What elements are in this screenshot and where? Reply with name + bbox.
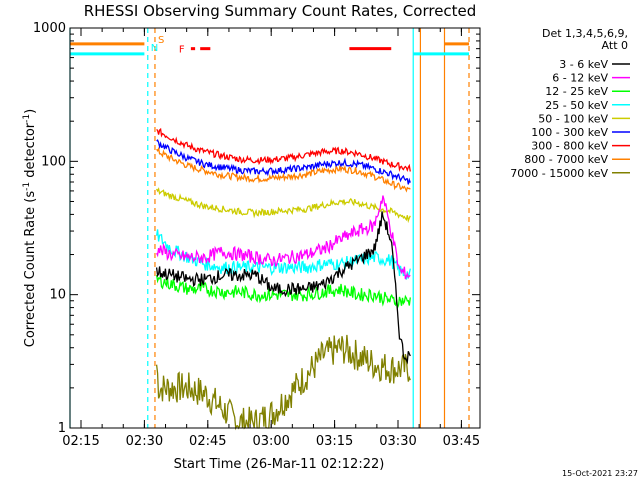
flag-label-f: F bbox=[179, 45, 185, 56]
series-line-1 bbox=[156, 195, 411, 280]
chart-timestamp: 15-Oct-2021 23:27 bbox=[562, 469, 638, 478]
y-axis-label-end: ) bbox=[23, 109, 38, 114]
series-line-2 bbox=[155, 274, 411, 310]
series-line-3 bbox=[155, 229, 411, 280]
legend-label-5: 100 - 300 keV bbox=[531, 126, 608, 139]
legend-label-6: 300 - 800 keV bbox=[531, 140, 608, 153]
mode-marker-label-s: S bbox=[158, 35, 164, 46]
legend-label-8: 7000 - 15000 keV bbox=[510, 167, 608, 180]
legend-label-3: 25 - 50 keV bbox=[545, 99, 608, 112]
y-axis-label-sup-2: -1 bbox=[22, 114, 32, 123]
x-tick-label-6: 03:45 bbox=[443, 434, 480, 449]
x-tick-label-3: 03:00 bbox=[252, 434, 289, 449]
y-tick-label-0: 1 bbox=[58, 421, 66, 436]
y-tick-label-2: 100 bbox=[41, 154, 66, 169]
x-tick-label-5: 03:30 bbox=[379, 434, 416, 449]
legend-header-1: Att 0 bbox=[602, 39, 628, 52]
legend-label-0: 3 - 6 keV bbox=[559, 58, 608, 71]
series-line-7 bbox=[156, 146, 411, 193]
series-line-0 bbox=[155, 211, 411, 365]
plot-frame bbox=[69, 27, 481, 429]
x-tick-label-2: 02:45 bbox=[189, 434, 226, 449]
plot-area: SN F 1 10 100 1000 02:15 02:30 02:45 03:00 03:15 03… bbox=[33, 21, 481, 449]
x-tick-label-4: 03:15 bbox=[316, 434, 353, 449]
legend-header-0: Det 1,3,4,5,6,9, bbox=[542, 27, 628, 40]
y-axis-label-mid: detector bbox=[23, 122, 38, 182]
x-axis-label: Start Time (26-Mar-11 02:12:22) bbox=[174, 457, 385, 472]
legend-label-1: 6 - 12 keV bbox=[552, 72, 608, 85]
x-tick-label-0: 02:15 bbox=[62, 434, 99, 449]
series-line-4 bbox=[156, 187, 411, 224]
mode-marker-label-n: N bbox=[151, 43, 158, 54]
chart-title: RHESSI Observing Summary Count Rates, Co… bbox=[84, 2, 477, 20]
series-line-8 bbox=[155, 334, 411, 431]
y-axis-label: Corrected Count Rate (s-1 detector-1) bbox=[22, 109, 38, 347]
y-tick-label-1: 10 bbox=[49, 288, 66, 303]
legend-label-2: 12 - 25 keV bbox=[545, 85, 608, 98]
series-line-5 bbox=[156, 139, 411, 185]
legend-label-4: 50 - 100 keV bbox=[538, 112, 608, 125]
legend-label-7: 800 - 7000 keV bbox=[524, 153, 608, 166]
series-line-6 bbox=[156, 127, 411, 173]
y-axis-label-sup-1: -1 bbox=[22, 182, 32, 191]
x-tick-label-1: 02:30 bbox=[126, 434, 163, 449]
y-tick-label-3: 1000 bbox=[33, 21, 66, 36]
y-axis-label-base: Corrected Count Rate (s bbox=[23, 191, 38, 348]
